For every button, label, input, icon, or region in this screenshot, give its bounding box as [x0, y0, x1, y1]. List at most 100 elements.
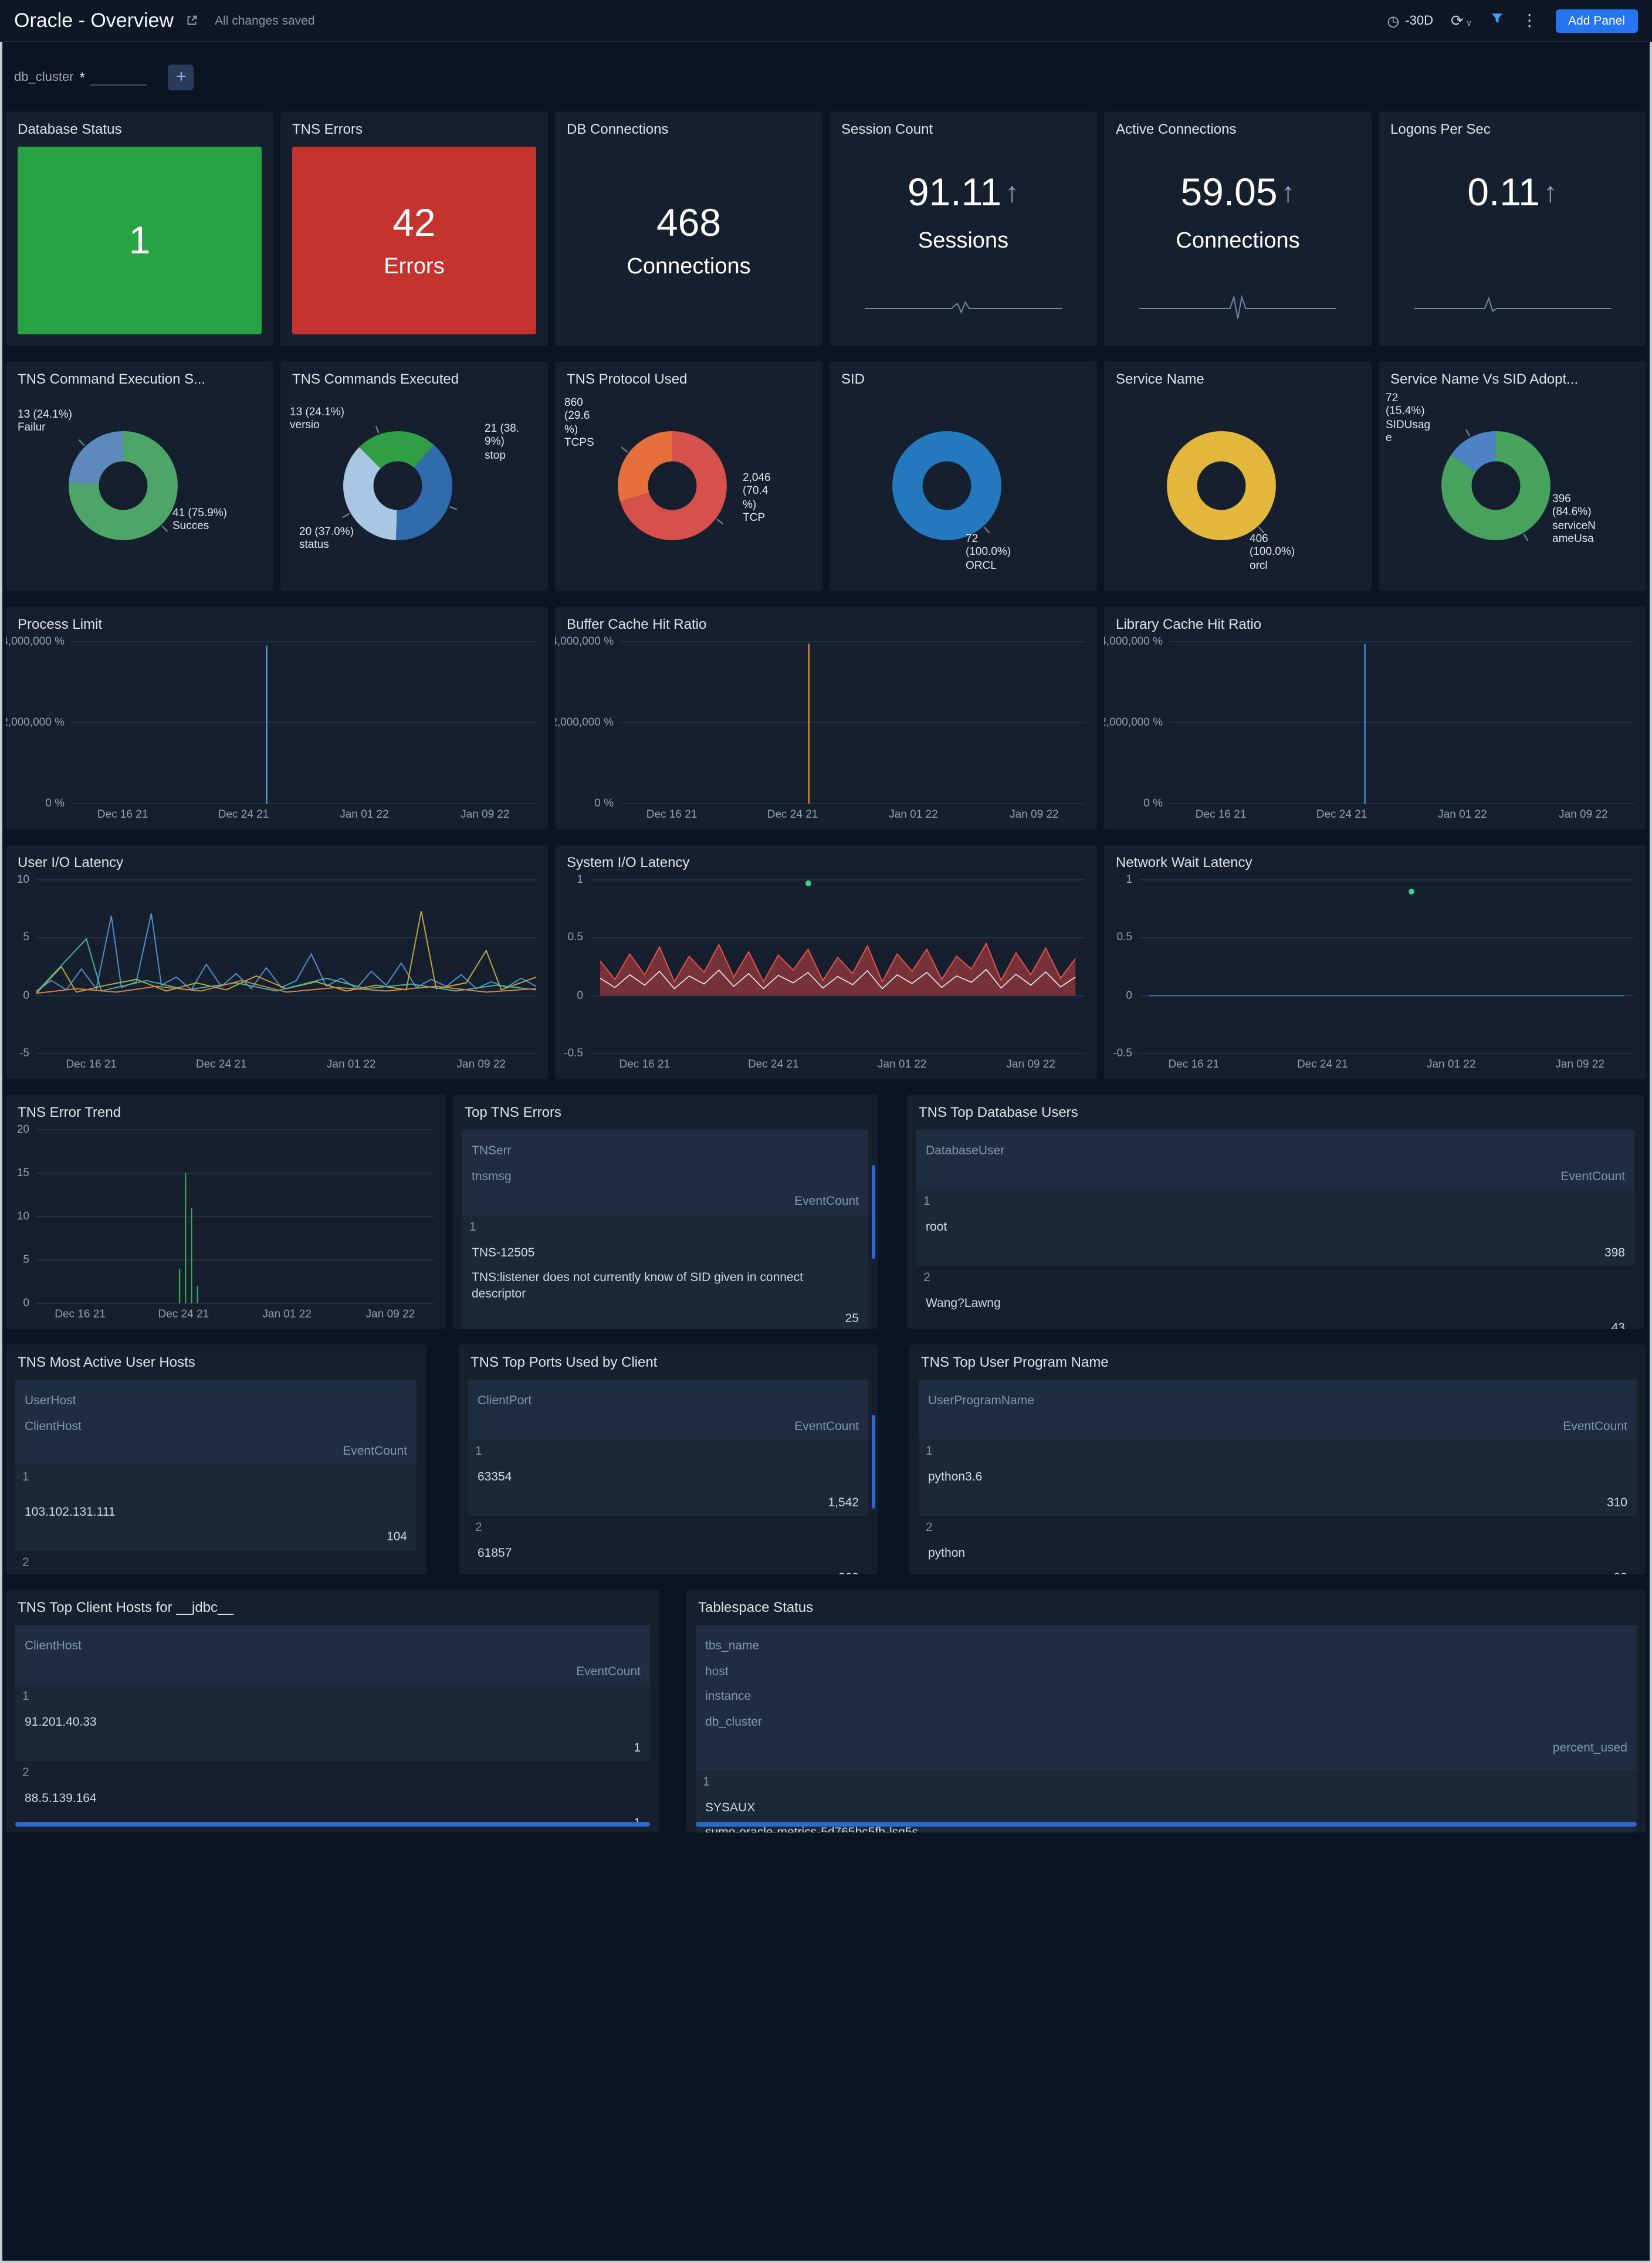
table-cell: 1	[634, 1740, 641, 1755]
table-row[interactable]: 2v103-102-128-11119	[15, 1551, 417, 1574]
up-arrow-icon: ↑	[1543, 177, 1558, 209]
column-header: host	[705, 1664, 729, 1679]
plot-area: 4,000,000 % 2,000,000 % 0 % Dec 16 21 Dec 24…	[1104, 635, 1634, 821]
axis-label: Jan 01 22	[1438, 808, 1487, 821]
horizontal-scrollbar[interactable]	[15, 1822, 650, 1827]
refresh-icon[interactable]: ⟳ ∨	[1451, 11, 1472, 29]
axis-label: 4,000,000 %	[1104, 635, 1163, 648]
axis-label: Dec 16 21	[1195, 808, 1247, 821]
vertical-scrollbar[interactable]	[872, 1415, 875, 1509]
more-menu-icon[interactable]: ⋮	[1521, 11, 1538, 29]
table-row[interactable]: 1 root 398	[916, 1190, 1634, 1266]
axis-label: 2,000,000 %	[1104, 716, 1163, 729]
plot-area: 4,000,000 % 2,000,000 % 0 % Dec 16 21 Dec 24…	[555, 635, 1085, 821]
panel-title: Active Connections	[1116, 121, 1237, 137]
plot-area: 4,000,000 % 2,000,000 % 0 % Dec 16 21 Dec 24…	[6, 635, 536, 821]
panel-title: Library Cache Hit Ratio	[1116, 616, 1262, 632]
plot-area: 1 0.5 0 -0.5 Dec 16 21 Dec 24 21 Jan 01 22 Jan …	[564, 873, 1085, 1071]
filter-input[interactable]	[90, 68, 147, 86]
stat-value: 59.05 ↑	[1180, 170, 1295, 214]
chart-row-1: Process Limit 4,000,000 % 2,000,000 % 0 % D…	[6, 607, 1646, 829]
axis-label: Jan 09 22	[1559, 808, 1608, 821]
stat-unit: Sessions	[918, 229, 1009, 253]
panel-title: Top TNS Errors	[465, 1104, 561, 1120]
axis-label: Jan 01 22	[327, 1058, 376, 1071]
axis-label: Dec 16 21	[66, 1058, 117, 1071]
panel-tns-errors: TNS Errors 42 Errors	[280, 111, 548, 346]
panel-logons-per-sec: Logons Per Sec 0.11 ↑	[1379, 111, 1646, 346]
panel-title: TNS Commands Executed	[292, 371, 459, 387]
data-point-dot	[805, 880, 811, 886]
column-header: tbs_name	[705, 1639, 760, 1653]
table-row[interactable]: 2 python 88	[919, 1516, 1637, 1574]
axis-label: 2,000,000 %	[555, 716, 614, 729]
donut-svg	[69, 431, 178, 540]
column-header: DatabaseUser	[926, 1144, 1005, 1158]
donut-label: 13 (24.1%) Failur	[18, 408, 72, 435]
table-cell	[919, 1380, 1637, 1389]
table-row[interactable]: 1 python3.6 310	[919, 1439, 1637, 1516]
row-rank: 1	[22, 1689, 29, 1704]
table-row[interactable]: 2 Wang?Lawng 43	[916, 1266, 1634, 1329]
panel-active-connections: Active Connections 59.05 ↑ Connections	[1104, 111, 1372, 346]
data-table: TNSerr tnsmsg EventCount 1 TNS-12505 TNS:list…	[462, 1130, 868, 1329]
column-header: UserProgramName	[928, 1394, 1034, 1408]
axis-label: Jan 01 22	[1426, 1058, 1476, 1071]
table-header-row: TNSerr tnsmsg EventCount	[462, 1130, 868, 1215]
filter-icon[interactable]	[1489, 12, 1504, 29]
add-panel-button[interactable]: Add Panel	[1555, 9, 1638, 32]
panel-title: Logons Per Sec	[1390, 121, 1491, 137]
horizontal-scrollbar[interactable]	[696, 1822, 1637, 1827]
filter-bar: db_cluster * +	[0, 42, 1652, 111]
table-cell	[462, 1130, 868, 1139]
table-cell: 398	[1604, 1245, 1625, 1260]
column-header: TNSerr	[472, 1144, 512, 1158]
data-table: tbs_name host instance db_cluster percent_us…	[696, 1625, 1637, 1832]
column-header: db_cluster	[705, 1715, 762, 1729]
stat-unit: Errors	[384, 255, 445, 279]
table-header-row: tbs_name host instance db_cluster percent_us…	[696, 1625, 1637, 1771]
panel-sid: SID 72 (100.0%) ORCL	[830, 361, 1097, 591]
table-cell: sumo-oracle-metrics-5d765bc5fb-lsq5s	[696, 1821, 1637, 1832]
axis-label: -0.5	[564, 1047, 583, 1060]
table-cell: python3.6	[928, 1469, 983, 1484]
column-header: ClientHost	[25, 1639, 82, 1653]
axis-label: Jan 09 22	[461, 808, 510, 821]
column-header: EventCount	[1563, 1419, 1627, 1434]
donut-chart-container: 72 (100.0%) ORCL	[830, 361, 1097, 591]
add-filter-button[interactable]: +	[168, 64, 194, 90]
data-table: ClientPort EventCount 1 63354 1,542 2 61857 860…	[468, 1380, 868, 1574]
table-cell: TNS:listener does not currently know of …	[472, 1271, 803, 1301]
row-rank: 1	[475, 1444, 482, 1459]
up-arrow-icon: ↑	[1281, 177, 1295, 209]
panel-title: Process Limit	[18, 616, 103, 632]
table-header-row: UserHost ClientHost EventCount	[15, 1380, 417, 1465]
panel-service-vs-sid: Service Name Vs SID Adopt... 72 (15.4%) …	[1379, 361, 1646, 591]
sparkline-svg	[1414, 294, 1611, 323]
table-cell: 103.102.131.111	[25, 1505, 116, 1519]
edit-icon[interactable]	[185, 14, 198, 27]
status-block-green: 1	[18, 147, 262, 334]
axis-label: Jan 01 22	[262, 1308, 312, 1321]
donut-chart-container: 13 (24.1%) versio 21 (38. 9%) stop 20 (37.…	[280, 361, 548, 591]
axis-label: 5	[23, 931, 29, 944]
stat-value: 0.11 ↑	[1467, 170, 1558, 214]
table-cell: 860	[468, 1567, 868, 1574]
donut-label: 20 (37.0%) status	[299, 526, 354, 552]
table-row[interactable]: 1 63354 1,542	[468, 1439, 868, 1516]
table-row[interactable]: 2 61857 860	[468, 1516, 868, 1574]
row-rank: 1	[926, 1444, 933, 1459]
bar-chart: 20 15 10 5 0 Dec 16 21 Dec 24 21 Jan 01 22 Jan 0…	[6, 1095, 446, 1329]
panel-title: Network Wait Latency	[1116, 854, 1252, 870]
line-chart: 4,000,000 % 2,000,000 % 0 % Dec 16 21 Dec 24…	[6, 607, 548, 829]
panel-tns-top-ports: TNS Top Ports Used by Client ClientPort E…	[459, 1344, 878, 1574]
axis-label: Jan 01 22	[877, 1058, 927, 1071]
time-range-button[interactable]: ◷ -30D	[1387, 12, 1433, 29]
stat-value: 1	[128, 218, 151, 262]
table-row[interactable]: 1 103.102.131.111 104	[15, 1465, 417, 1551]
table-row[interactable]: 1 91.201.40.33 1	[15, 1685, 650, 1761]
table-row[interactable]: 1 TNS-12505 TNS:listener does not currentl…	[462, 1215, 868, 1329]
axis-label: 0.5	[567, 931, 583, 944]
axis-label: Jan 09 22	[1010, 808, 1059, 821]
vertical-scrollbar[interactable]	[872, 1165, 875, 1259]
